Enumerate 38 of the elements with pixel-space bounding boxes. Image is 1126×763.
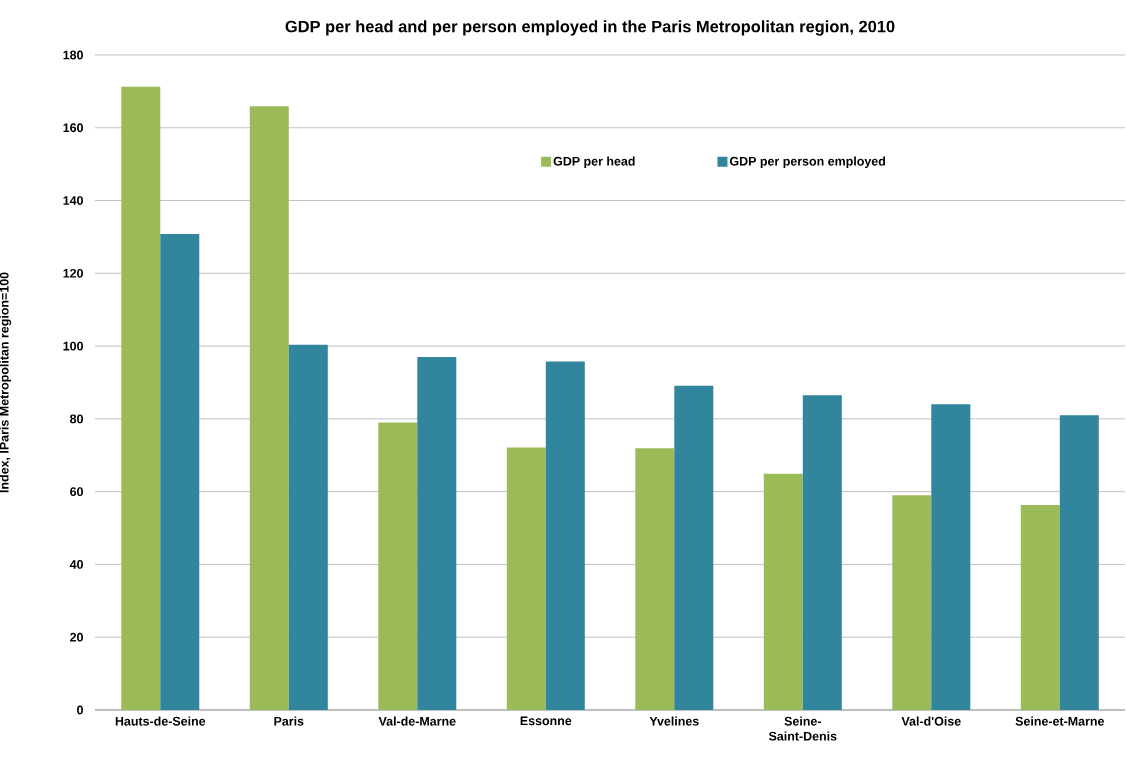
- bar: [1020, 505, 1060, 710]
- y-tick-label: 140: [63, 196, 83, 205]
- y-tick-label: 180: [63, 50, 83, 60]
- y-tick-label: 60: [70, 487, 83, 497]
- bar: [802, 395, 842, 710]
- x-tick-label: Seine-et-Marne: [1015, 716, 1104, 726]
- x-tick-label: Yvelines: [649, 716, 699, 726]
- bar: [1059, 415, 1099, 710]
- x-tick-label: Hauts-de-Seine: [115, 716, 206, 726]
- bar: [506, 447, 546, 710]
- bar: [160, 234, 200, 710]
- x-tick-label: Essonne: [520, 716, 572, 726]
- bar: [763, 473, 803, 710]
- y-tick-label: 20: [70, 632, 83, 642]
- bar: [545, 361, 585, 710]
- chart-title: GDP per head and per person employed in the Paris Metropolitan region, 2010: [285, 20, 895, 36]
- bar: [931, 404, 971, 710]
- x-tick-label: Val-d'Oise: [901, 716, 961, 726]
- legend-label: GDP per person employed: [729, 156, 885, 169]
- bar: [635, 448, 675, 710]
- bar: [892, 495, 932, 710]
- bar: [378, 422, 418, 710]
- y-tick-label: 160: [63, 123, 83, 133]
- legend-label: GDP per head: [553, 156, 635, 169]
- bar: [288, 344, 328, 710]
- x-tick-label: Paris: [274, 716, 304, 726]
- y-axis-title: Index, IParis Metropolitan region=100: [0, 272, 12, 493]
- bar: [121, 86, 161, 710]
- y-tick-label: 40: [69, 560, 83, 569]
- y-tick-label: 80: [70, 414, 83, 424]
- bar: [674, 385, 714, 710]
- y-tick-label: 120: [63, 268, 83, 278]
- y-tick-label: 0: [77, 705, 83, 715]
- bar: [249, 106, 289, 710]
- bar: [417, 357, 457, 710]
- x-tick-label: Val-de-Marne: [378, 716, 456, 726]
- x-tick-label: Seine-Saint-Denis: [768, 716, 837, 741]
- y-tick-label: 100: [63, 341, 83, 351]
